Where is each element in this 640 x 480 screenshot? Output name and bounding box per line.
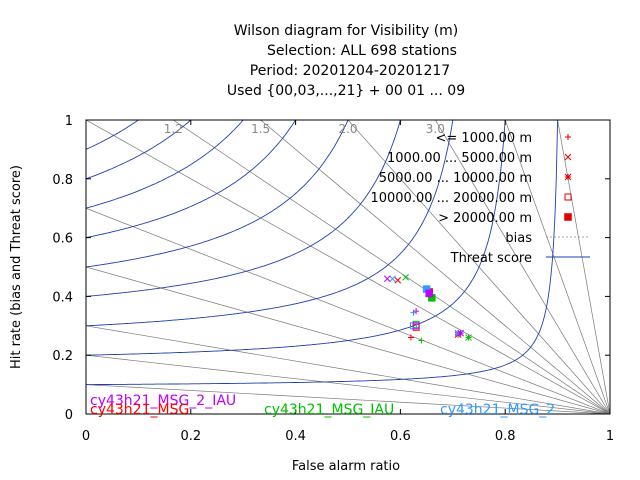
- legend-label: 1000.00 ... 5000.00 m: [387, 151, 532, 166]
- bias-label: 1.5: [251, 122, 270, 136]
- x-tick-label: 0: [82, 429, 90, 444]
- cross-mark: [402, 273, 409, 281]
- data-point: [383, 275, 391, 283]
- data-point: [425, 289, 433, 298]
- bias-line: [260, 120, 610, 414]
- x-tick-label: 0.8: [495, 429, 516, 444]
- legend: <= 1000.00 m 1000.00 ... 5000.00 m 5000.00…: [370, 131, 590, 266]
- data-point: [407, 334, 414, 341]
- legend-threat-label: Threat score: [450, 251, 532, 266]
- title-line: Used {00,03,...,21} + 00 01 ... 09: [227, 83, 465, 99]
- data-point: [418, 337, 425, 344]
- y-axis-label: Hit rate (bias and Threat score): [9, 165, 24, 369]
- threat-score-curve: [86, 120, 454, 327]
- cross-mark: [564, 153, 572, 161]
- cross-mark: [389, 275, 396, 283]
- y-tick-label: 1: [65, 114, 73, 129]
- threat-score-curve: [86, 120, 297, 239]
- data-point: [413, 308, 420, 315]
- threat-score-curve: [86, 120, 401, 297]
- filled-square-mark: [564, 213, 572, 221]
- legend-label: <= 1000.00 m: [436, 131, 532, 146]
- title-line: Wilson diagram for Visibility (m): [234, 23, 459, 39]
- title-line: Selection: ALL 698 stations: [267, 43, 457, 59]
- legend-marker: [564, 193, 572, 201]
- data-point: [389, 275, 396, 283]
- bias-label: 1.2: [164, 122, 183, 136]
- x-tick-label: 0.6: [390, 429, 411, 444]
- bias-line: [86, 207, 610, 414]
- legend-label: 5000.00 ... 10000.00 m: [379, 171, 532, 186]
- open-square-mark: [564, 193, 572, 201]
- plot-frame: [85, 119, 611, 415]
- x-axis-label: False alarm ratio: [292, 459, 400, 474]
- experiment-label: cy43h21_MSG: [90, 402, 189, 418]
- y-tick-label: 0.2: [52, 349, 73, 364]
- data-point: [394, 276, 402, 284]
- plus-mark: [418, 337, 425, 344]
- legend-label: > 20000.00 m: [438, 211, 532, 226]
- axis-ticks: 0 0.2 0.4 0.6 0.8 1 0 0.2 0.4 0.6 0.8 1: [52, 114, 614, 444]
- threat-score-curve: [86, 120, 244, 209]
- threat-score-curve: [86, 120, 559, 386]
- star-mark: [465, 334, 472, 341]
- data-point: [410, 309, 417, 316]
- legend-marker: [565, 134, 571, 140]
- legend-marker: [564, 173, 572, 181]
- plus-mark: [413, 308, 420, 315]
- data-point: [465, 334, 472, 341]
- filled-square-mark: [425, 289, 433, 298]
- cross-mark: [383, 275, 391, 283]
- legend-bias-label: bias: [505, 231, 532, 246]
- threat-score-curves: [86, 120, 559, 386]
- star-mark: [564, 173, 572, 181]
- star-mark: [457, 329, 465, 337]
- threat-score-curve: [86, 120, 192, 180]
- experiment-label: cy43h21_MSG_2: [440, 402, 555, 418]
- plus-mark: [410, 309, 417, 316]
- bias-line: [86, 120, 610, 414]
- legend-marker: [564, 213, 572, 221]
- y-tick-label: 0.4: [52, 290, 73, 305]
- y-tick-label: 0.8: [52, 173, 73, 188]
- data-point: [457, 329, 465, 337]
- chart-title: Wilson diagram for Visibility (m) Selecti…: [227, 23, 465, 99]
- bias-line: [347, 120, 610, 414]
- bias-label: 3.0: [426, 122, 445, 136]
- plus-mark: [407, 334, 414, 341]
- bias-label: 2.0: [338, 122, 357, 136]
- data-points: [383, 273, 472, 344]
- cross-mark: [394, 276, 402, 284]
- bias-line: [434, 120, 610, 414]
- bias-labels: 1.2 1.5 2.0 3.0: [164, 122, 445, 136]
- title-line: Period: 20201204-20201217: [250, 63, 450, 79]
- threat-score-curve: [86, 120, 140, 150]
- experiment-label: cy43h21_MSG_2_IAU: [90, 393, 236, 409]
- legend-marker: [564, 153, 572, 161]
- experiment-label: cy43h21_MSG_IAU: [264, 402, 394, 418]
- bias-line: [86, 354, 610, 414]
- data-point: [402, 273, 409, 281]
- legend-label: 10000.00 ... 20000.00 m: [370, 191, 532, 206]
- bias-line: [504, 120, 610, 414]
- x-tick-label: 1: [606, 429, 614, 444]
- threat-score-curve: [86, 120, 349, 268]
- x-tick-label: 0.4: [285, 429, 306, 444]
- plus-mark: [565, 134, 571, 140]
- y-tick-label: 0: [65, 408, 73, 423]
- threat-score-curve: [86, 120, 506, 356]
- data-point: [412, 322, 420, 330]
- bias-line: [86, 325, 610, 414]
- open-square-mark: [412, 322, 420, 330]
- x-tick-label: 0.2: [180, 429, 201, 444]
- y-tick-label: 0.6: [52, 232, 73, 247]
- bias-line: [86, 384, 610, 414]
